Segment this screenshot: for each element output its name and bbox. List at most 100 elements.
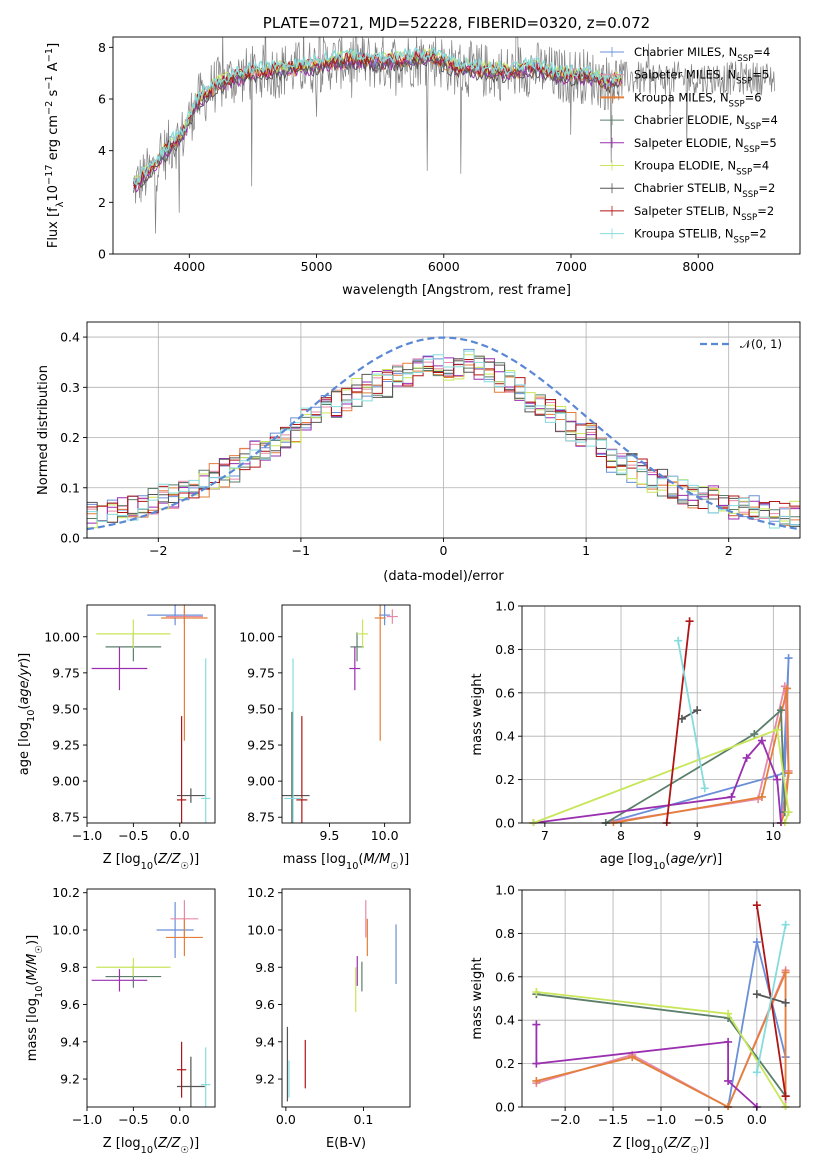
x-tick-label: 0.1 — [354, 1112, 374, 1127]
y-tick-label: 0.8 — [495, 926, 515, 941]
x-tick-label: 0.0 — [276, 1112, 296, 1127]
y-tick-label: 0.4 — [60, 330, 80, 345]
y-tick-label: 8 — [98, 40, 106, 55]
x-tick-label: −2 — [149, 543, 167, 558]
x-tick-label: 5000 — [301, 259, 333, 274]
y-tick-label: 9.25 — [52, 738, 80, 753]
y-axis-label: Normed distribution — [36, 365, 51, 495]
y-tick-label: 0.8 — [495, 642, 515, 657]
weight-point-kroupa-stelib — [700, 784, 709, 793]
x-axis-label: Z [log10(Z/Z☉)] — [103, 1136, 200, 1156]
y-tick-label: 0.4 — [495, 1013, 515, 1028]
legend-entry: Salpeter MILES, NSSP=5 — [634, 68, 769, 87]
observed-spectrum-line — [133, 37, 775, 234]
y-tick-label: 0.2 — [495, 772, 515, 787]
weight-point-kroupa-elodie — [724, 1009, 733, 1018]
x-axis-label: wavelength [Angstrom, rest frame] — [342, 283, 571, 298]
y-tick-label: 0.3 — [60, 380, 80, 395]
y-tick-label: 9.00 — [52, 774, 80, 789]
weight-point-salpeter-stelib — [752, 901, 761, 910]
weight-point-salpeter-stelib — [781, 1092, 790, 1101]
y-tick-label: 1.0 — [495, 599, 515, 614]
mass-vs-Z-panel: −1.0 −0.5 0.0 9.2 9.4 9.6 9.8 10.0 10.2 Z [log10(… — [25, 885, 216, 1156]
weight-point-kroupa-miles — [532, 1076, 541, 1085]
x-tick-label: 0.0 — [747, 1112, 767, 1127]
spectrum-panel: 4000 5000 6000 7000 8000 0 2 4 6 8 PLATE=0721, MJD… — [44, 14, 801, 298]
legend-entry: Kroupa STELIB, NSSP=2 — [634, 227, 767, 246]
y-tick-label: 8.75 — [52, 810, 80, 825]
weight-point-chabrier-stelib — [693, 706, 702, 715]
weight-point-chabrier-miles — [784, 654, 793, 663]
weight-point-salpeter-elodie — [742, 753, 751, 762]
weight-line-chabrier-stelib — [681, 709, 698, 720]
histogram-salpeter-stelib — [87, 359, 800, 517]
weight-point-chabrier-elodie — [750, 730, 759, 739]
weight-line-salpeter-elodie — [535, 1024, 758, 1108]
y-tick-label: 9.6 — [255, 997, 275, 1012]
y-tick-label: 0.2 — [495, 1056, 515, 1071]
x-tick-label: 8000 — [682, 259, 714, 274]
x-tick-label: 7 — [541, 828, 549, 843]
y-tick-label: 9.00 — [247, 774, 275, 789]
x-tick-label: −2.0 — [550, 1112, 580, 1127]
weight-point-salpeter-elodie — [757, 736, 766, 745]
y-axis-label: mass weight — [470, 673, 485, 755]
weight-line-chabrier-elodie — [605, 708, 786, 824]
weight-line-kroupa-stelib — [677, 640, 706, 789]
y-tick-label: 8.75 — [247, 810, 275, 825]
x-axis-label: age [log10(age/yr)] — [600, 852, 723, 872]
y-axis-label: mass weight — [470, 957, 485, 1039]
axes-frame — [281, 604, 411, 824]
x-tick-label: 10 — [765, 828, 781, 843]
x-tick-label: −1.5 — [598, 1112, 628, 1127]
legend-entry: Kroupa MILES, NSSP=6 — [634, 90, 762, 109]
y-tick-label: 0.6 — [495, 969, 515, 984]
y-tick-label: 0.1 — [60, 480, 80, 495]
weight-point-kroupa-elodie — [773, 725, 782, 734]
y-axis-label: mass [log10(M/M☉)] — [25, 935, 45, 1061]
weight-point-kroupa-miles — [784, 769, 793, 778]
weight-point-salpeter-elodie — [727, 792, 736, 801]
residuals-panel: −2 −1 0 1 2 0.0 0.1 0.2 0.3 0.4 (data-model)/error… — [36, 321, 801, 584]
x-tick-label: 9.5 — [320, 828, 340, 843]
y-tick-label: 10.0 — [52, 922, 80, 937]
gaussian-reference-line — [87, 336, 800, 531]
legend-entry: 𝒩(0, 1) — [740, 337, 782, 351]
y-tick-label: 1.0 — [495, 883, 515, 898]
x-axis-label: mass [log10(M/M☉)] — [283, 852, 409, 872]
y-tick-label: 10.00 — [239, 629, 275, 644]
x-tick-label: 0 — [440, 543, 448, 558]
weight-point-kroupa-miles — [628, 1053, 637, 1062]
y-tick-label: 9.6 — [60, 997, 80, 1012]
y-tick-label: 9.8 — [60, 960, 80, 975]
y-tick-label: 9.8 — [255, 960, 275, 975]
y-tick-label: 6 — [98, 92, 106, 107]
x-tick-label: −1.0 — [72, 1112, 102, 1127]
axes-frame — [521, 605, 801, 824]
mass-vs-EBV-panel: 0.0 0.1 9.2 9.4 9.6 9.8 10.0 10.2 E(B-V) — [247, 885, 411, 1151]
weight-vs-age-panel: 7 8 9 10 0.0 0.2 0.4 0.6 0.8 1.0 age [log10(age/yr… — [470, 599, 801, 872]
x-axis-label: Z [log10(Z/Z☉)] — [613, 1136, 710, 1156]
y-tick-label: 9.50 — [52, 701, 80, 716]
y-axis-label: Flux [fλ10−17 erg cm−2 s−1 A−1] — [44, 43, 66, 248]
y-tick-label: 9.50 — [247, 701, 275, 716]
weight-point-kroupa-stelib — [752, 1068, 761, 1077]
y-tick-label: 9.75 — [52, 665, 80, 680]
y-tick-label: 0 — [98, 247, 106, 262]
histogram-kroupa-stelib — [87, 350, 800, 529]
weight-point-kroupa-elodie — [532, 987, 541, 996]
y-tick-label: 9.25 — [247, 738, 275, 753]
weight-point-kroupa-stelib — [781, 920, 790, 929]
weight-point-chabrier-stelib — [781, 998, 790, 1007]
x-tick-label: 7000 — [555, 259, 587, 274]
weight-point-salpeter-elodie — [532, 1059, 541, 1068]
weight-point-kroupa-miles — [781, 968, 790, 977]
weight-point-salpeter-elodie — [773, 775, 782, 784]
legend-entry: Salpeter ELODIE, NSSP=5 — [634, 136, 777, 155]
y-tick-label: 0.0 — [495, 816, 515, 831]
weight-point-chabrier-miles — [752, 938, 761, 947]
weight-point-chabrier-elodie — [776, 706, 785, 715]
x-tick-label: −1 — [292, 543, 310, 558]
legend-entry: Chabrier MILES, NSSP=4 — [634, 45, 770, 64]
x-axis-label: (data-model)/error — [383, 569, 504, 584]
